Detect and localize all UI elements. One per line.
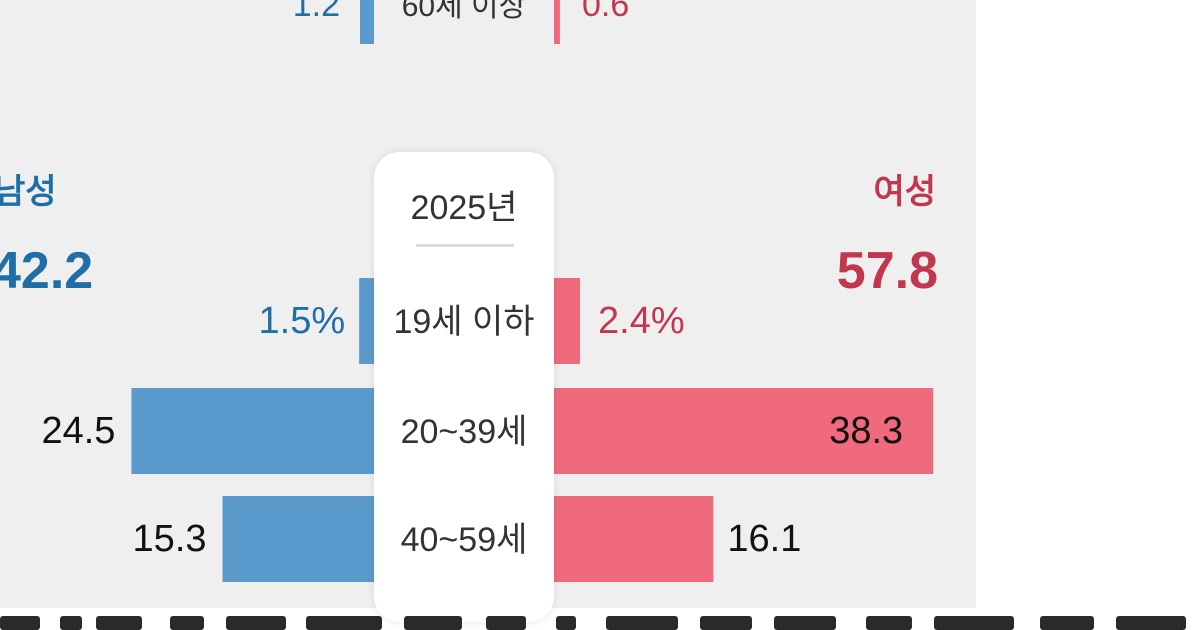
female-value-label: 16.1 <box>727 518 801 560</box>
male-bar <box>131 388 374 474</box>
female-value-label: 2.4% <box>598 300 685 342</box>
male-value-label: 24.5 <box>41 410 115 452</box>
prev-female-label: 0.6 <box>582 0 629 24</box>
prev-male-label: 1.2 <box>293 0 340 24</box>
chart-title: 2025년 <box>411 189 518 227</box>
category-label: 19세 이하 <box>393 303 534 341</box>
category-label: 20~39세 <box>401 413 528 451</box>
male-series-total: 42.2 <box>0 242 93 300</box>
previous-row: 1.2 60세 이상 0.6 <box>293 0 629 44</box>
male-bar <box>359 278 374 364</box>
prev-male-bar <box>360 0 374 44</box>
male-value-label: 15.3 <box>133 518 207 560</box>
category-label: 40~59세 <box>401 521 528 559</box>
caption-fragment <box>0 616 1186 630</box>
female-series-total: 57.8 <box>837 242 938 300</box>
title-divider <box>416 244 514 247</box>
category-card: 2025년 <box>374 152 554 622</box>
female-bar <box>554 388 934 474</box>
male-series-name: 남성 <box>0 173 57 211</box>
bars <box>131 278 934 582</box>
category-labels: 19세 이하 20~39세 40~59세 <box>393 303 534 559</box>
prev-category-label: 60세 이상 <box>402 0 527 23</box>
female-bar <box>554 278 580 364</box>
female-series-name: 여성 <box>873 173 936 211</box>
male-bar <box>222 496 374 582</box>
female-value-label: 38.3 <box>829 410 903 452</box>
male-value-label: 1.5% <box>259 300 346 342</box>
value-labels: 1.5% 2.4% 24.5 38.3 15.3 16.1 <box>41 300 903 560</box>
prev-female-bar <box>554 0 560 44</box>
female-bar <box>554 496 714 582</box>
